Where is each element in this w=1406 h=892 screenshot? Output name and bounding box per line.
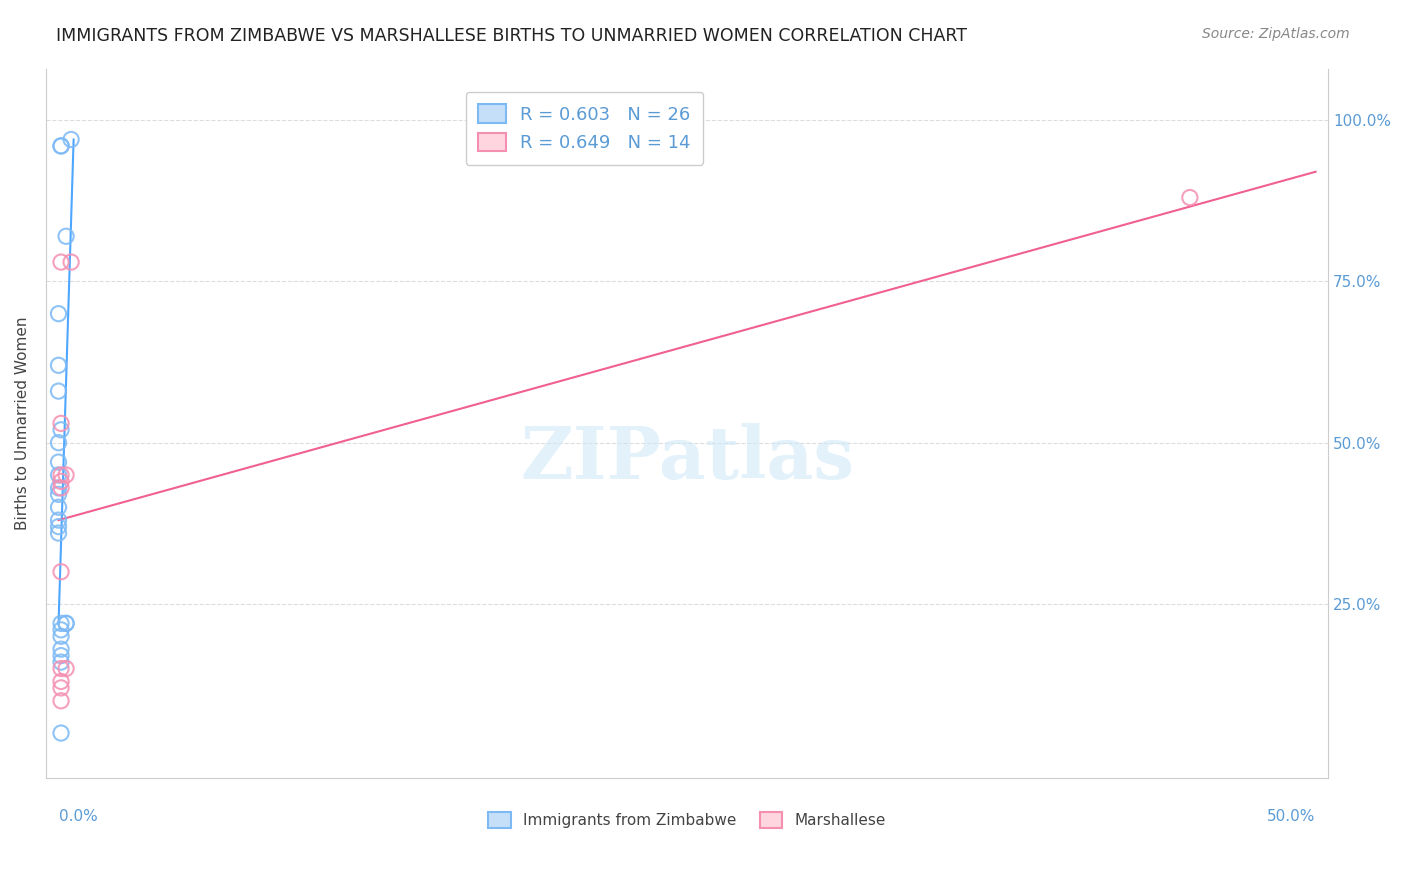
Point [49, 655, 72, 669]
Point [49, 623, 72, 637]
Point [48, 526, 70, 541]
Legend: Immigrants from Zimbabwe, Marshallese: Immigrants from Zimbabwe, Marshallese [482, 806, 893, 834]
Point [48, 435, 70, 450]
Point [49, 629, 72, 643]
Point [49, 423, 72, 437]
Point [48, 481, 70, 495]
Point [49, 648, 72, 663]
Point [49, 681, 72, 695]
Point [48, 519, 70, 533]
Point [55, 661, 77, 675]
Point [60, 132, 83, 146]
Point [49, 139, 72, 153]
Point [49, 481, 72, 495]
Text: 50.0%: 50.0% [1267, 809, 1316, 824]
Text: Source: ZipAtlas.com: Source: ZipAtlas.com [1202, 27, 1350, 41]
Point [48, 307, 70, 321]
Point [49, 475, 72, 489]
Point [48, 384, 70, 398]
Point [48, 467, 70, 482]
Point [49, 674, 72, 689]
Point [48, 487, 70, 501]
Point [49, 139, 72, 153]
Point [60, 255, 83, 269]
Point [55, 467, 77, 482]
Text: ZIPatlas: ZIPatlas [520, 424, 853, 494]
Point [55, 616, 77, 631]
Text: IMMIGRANTS FROM ZIMBABWE VS MARSHALLESE BIRTHS TO UNMARRIED WOMEN CORRELATION CH: IMMIGRANTS FROM ZIMBABWE VS MARSHALLESE … [56, 27, 967, 45]
Point [49, 616, 72, 631]
Point [49, 642, 72, 657]
Point [55, 229, 77, 244]
Point [48, 455, 70, 469]
Point [49, 661, 72, 675]
Point [55, 616, 77, 631]
Point [48, 513, 70, 527]
Point [48, 359, 70, 373]
Point [49, 726, 72, 740]
Y-axis label: Births to Unmarried Women: Births to Unmarried Women [15, 317, 30, 530]
Point [48, 500, 70, 515]
Text: 0.0%: 0.0% [59, 809, 97, 824]
Point [49, 467, 72, 482]
Point [49, 565, 72, 579]
Point [49, 417, 72, 431]
Point [49, 694, 72, 708]
Point [1178, 190, 1201, 204]
Point [49, 255, 72, 269]
